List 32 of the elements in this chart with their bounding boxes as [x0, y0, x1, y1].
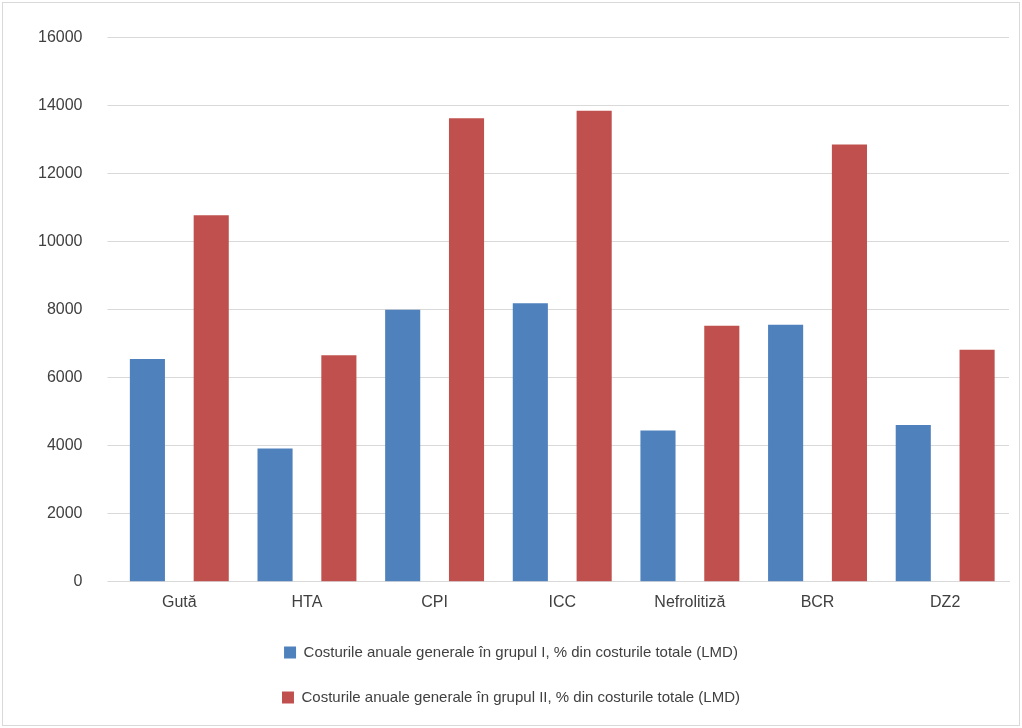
bar	[576, 110, 612, 582]
y-tick-label: 16000	[37, 28, 83, 46]
y-tick-label: 14000	[37, 96, 83, 114]
bar	[895, 425, 931, 582]
y-tick-label: 4000	[46, 436, 83, 454]
bar	[385, 309, 421, 582]
bar	[831, 144, 867, 582]
bar	[193, 215, 229, 582]
x-tick-label: ICC	[548, 592, 577, 610]
bar	[640, 430, 676, 582]
y-tick-label: 10000	[37, 232, 83, 250]
bar	[768, 324, 804, 582]
x-tick-label: CPI	[421, 592, 448, 610]
legend-label: Costurile anuale generale în grupul I, % din costurile totale (LMD)	[303, 642, 738, 660]
y-tick-label: 8000	[46, 300, 83, 318]
bar	[321, 355, 357, 582]
bar	[448, 118, 485, 582]
x-tick-label: DZ2	[930, 592, 961, 610]
x-tick-label: Gută	[161, 592, 197, 610]
y-tick-label: 6000	[46, 368, 83, 386]
bar	[704, 325, 740, 582]
x-tick-label: BCR	[800, 592, 835, 610]
bar	[129, 359, 165, 582]
bar	[257, 448, 293, 582]
y-tick-label: 2000	[46, 504, 83, 522]
bar	[959, 349, 995, 582]
bar	[512, 303, 548, 582]
y-tick-label: 0	[73, 572, 83, 590]
x-tick-label: Nefrolitiză	[654, 592, 726, 610]
y-tick-label: 12000	[37, 164, 83, 182]
x-tick-label: HTA	[291, 592, 323, 610]
legend-label: Costurile anuale generale în grupul II, % din costurile totale (LMD)	[301, 687, 741, 705]
